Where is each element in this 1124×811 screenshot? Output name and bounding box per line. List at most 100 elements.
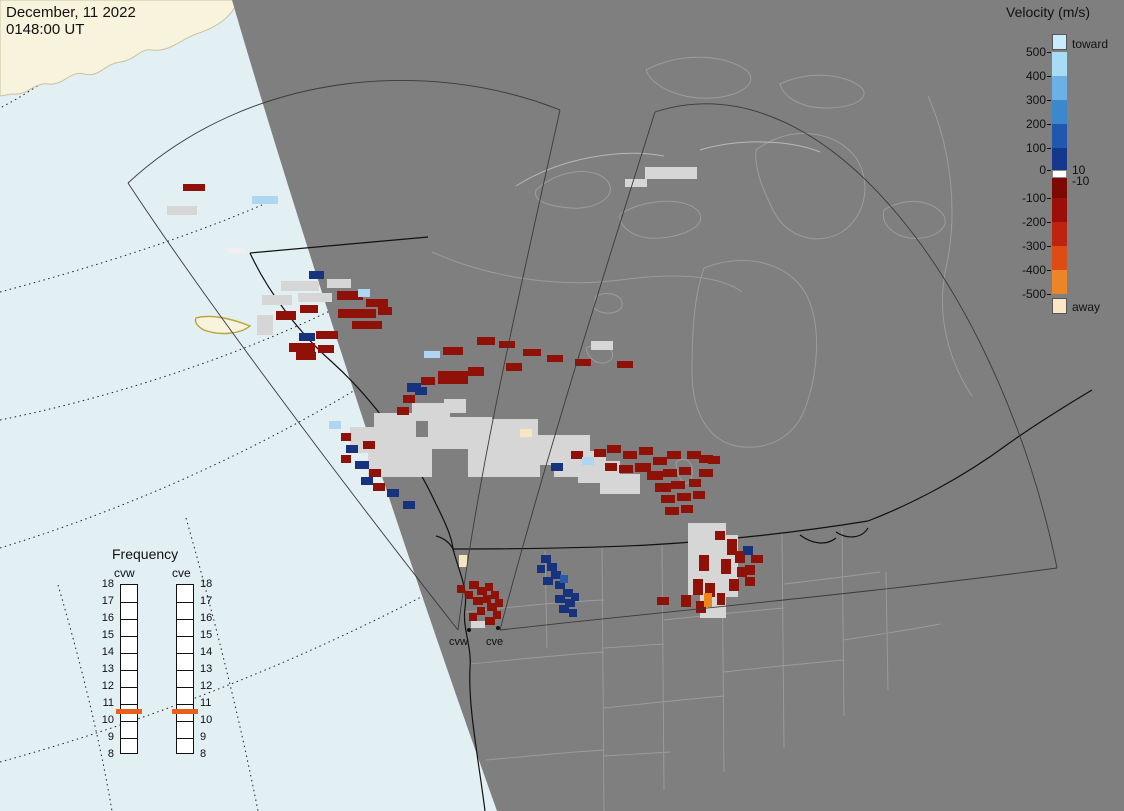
date-text: December, 11 2022: [6, 4, 136, 21]
velocity-tick-mark: [1047, 246, 1051, 247]
frequency-tick-label: 17: [101, 595, 114, 607]
velocity-cell: [551, 463, 563, 471]
frequency-bar-cell: [177, 602, 193, 619]
velocity-tick-label: 100: [1025, 141, 1046, 155]
frequency-tick-label: 18: [101, 578, 114, 590]
velocity-cell: [352, 321, 382, 329]
velocity-cell: [355, 461, 369, 469]
major-coast-borders: [249, 236, 1093, 811]
velocity-cell: [623, 451, 637, 459]
velocity-cell: [547, 355, 563, 362]
velocity-cell: [477, 607, 485, 615]
velocity-cell: [737, 567, 747, 577]
velocity-cell: [689, 479, 701, 487]
night-contours-faint: [515, 141, 821, 187]
velocity-cell: [469, 613, 477, 621]
velocity-cell: [341, 455, 351, 463]
velocity-bar-segment: [1052, 198, 1067, 222]
timestamp-block: December, 11 2022 0148:00 UT: [6, 4, 136, 38]
velocity-cell: [373, 483, 385, 491]
velocity-cell: [378, 307, 392, 315]
velocity-cell: [699, 469, 713, 477]
frequency-bar-cell: [121, 619, 137, 636]
velocity-cell: [647, 471, 663, 480]
velocity-cell: [696, 601, 706, 613]
velocity-cell: [563, 589, 573, 597]
velocity-cell: [499, 341, 515, 348]
velocity-cell: [541, 555, 551, 563]
velocity-cell: [465, 591, 473, 599]
velocity-cell: [387, 489, 399, 497]
velocity-cell: [708, 456, 720, 464]
cvw-radar-site-dot: [467, 628, 471, 632]
velocity-cell: [617, 361, 633, 368]
velocity-cell: [677, 493, 691, 501]
velocity-cell: [346, 445, 358, 453]
velocity-cell: [299, 333, 315, 341]
velocity-cell: [361, 477, 373, 485]
frequency-tick-label: 10: [101, 714, 114, 726]
frequency-tick-label: 8: [200, 748, 207, 760]
velocity-cell: [699, 555, 709, 571]
velocity-tick-mark: [1047, 148, 1051, 149]
velocity-cell: [679, 467, 691, 475]
velocity-tick-label: -200: [1021, 215, 1046, 229]
frequency-tick-label: 12: [200, 680, 213, 692]
velocity-cell: [366, 299, 388, 307]
velocity-cell: [257, 315, 273, 335]
velocity-cell: [262, 295, 292, 305]
velocity-cell: [745, 565, 755, 575]
velocity-cell: [444, 399, 466, 413]
velocity-cell: [374, 413, 416, 437]
velocity-cell: [252, 196, 278, 204]
velocity-cell: [655, 483, 671, 492]
frequency-column-label-cvw: cvw: [114, 566, 135, 580]
velocity-tick-mark: [1047, 294, 1051, 295]
velocity-cell: [341, 433, 351, 441]
velocity-cell: [543, 577, 553, 585]
velocity-tick-label: 300: [1025, 93, 1046, 107]
velocity-cell: [403, 395, 415, 403]
velocity-cell: [438, 371, 468, 384]
velocity-cell: [316, 331, 338, 339]
frequency-bar-cvw: [120, 584, 138, 754]
velocity-cell: [183, 184, 205, 191]
velocity-cell: [571, 451, 583, 459]
velocity-cell: [667, 451, 681, 459]
frequency-bar-cell: [121, 670, 137, 687]
velocity-cell: [555, 581, 565, 589]
velocity-cell: [329, 421, 341, 429]
velocity-cell: [485, 617, 495, 625]
frequency-tick-label: 16: [200, 612, 213, 624]
frequency-tick-label: 8: [107, 748, 114, 760]
frequency-bar-cell: [121, 738, 137, 755]
velocity-near-zero-label: -10: [1072, 174, 1090, 188]
velocity-cell: [471, 621, 485, 628]
velocity-cell: [459, 555, 467, 567]
velocity-tick-label: 400: [1025, 69, 1046, 83]
velocity-cell: [555, 595, 565, 603]
toward-label: toward: [1072, 37, 1109, 51]
velocity-cell: [167, 206, 197, 215]
frequency-bar-cell: [121, 721, 137, 738]
velocity-tick-label: 0: [1039, 163, 1046, 177]
velocity-cell: [591, 341, 613, 350]
velocity-cell: [477, 337, 495, 345]
velocity-cell: [309, 271, 324, 279]
velocity-cell: [600, 474, 640, 494]
velocity-cell: [657, 597, 669, 605]
velocity-cell: [663, 469, 677, 477]
velocity-cell: [296, 352, 316, 360]
velocity-bar-segment: [1052, 170, 1067, 178]
frequency-bar-cve: [176, 584, 194, 754]
frequency-tick-label: 9: [107, 731, 114, 743]
velocity-cell: [594, 449, 606, 457]
velocity-cell: [493, 611, 501, 619]
state-borders: [464, 527, 941, 811]
velocity-cell: [495, 599, 503, 607]
velocity-cell: [717, 593, 725, 605]
velocity-cell: [605, 463, 617, 471]
velocity-legend: Velocity (m/s) toward away 500 400 300 200 100…: [998, 4, 1124, 336]
velocity-cell: [671, 481, 685, 489]
